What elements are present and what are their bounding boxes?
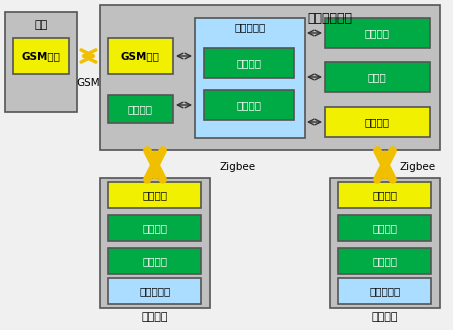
Bar bbox=[338, 182, 431, 208]
Text: 电源模块: 电源模块 bbox=[365, 28, 390, 38]
Bar bbox=[330, 178, 440, 308]
Text: 智能控制: 智能控制 bbox=[236, 100, 261, 110]
Bar bbox=[108, 38, 173, 74]
Bar bbox=[108, 182, 201, 208]
Bar bbox=[195, 18, 305, 138]
Bar bbox=[108, 95, 173, 123]
Text: 数据管理: 数据管理 bbox=[236, 58, 261, 68]
Bar bbox=[108, 278, 201, 304]
Bar bbox=[325, 62, 430, 92]
Text: 主控单片机: 主控单片机 bbox=[234, 22, 265, 32]
Bar bbox=[204, 48, 294, 78]
Text: Zigbee: Zigbee bbox=[400, 162, 436, 172]
Text: 从控单片机: 从控单片机 bbox=[140, 286, 171, 296]
Text: GSM: GSM bbox=[76, 78, 100, 88]
Text: 智能插座: 智能插座 bbox=[372, 312, 398, 322]
Bar bbox=[100, 5, 440, 150]
Bar bbox=[338, 278, 431, 304]
Bar bbox=[108, 248, 201, 274]
Bar bbox=[325, 18, 430, 48]
Text: GSM模块: GSM模块 bbox=[22, 51, 60, 61]
Bar bbox=[204, 90, 294, 120]
Bar bbox=[5, 12, 77, 112]
Text: GSM模块: GSM模块 bbox=[120, 51, 159, 61]
Text: 无线接口: 无线接口 bbox=[372, 190, 397, 200]
Text: 智能插座: 智能插座 bbox=[142, 312, 168, 322]
Bar bbox=[338, 248, 431, 274]
Text: 无线接口: 无线接口 bbox=[143, 190, 168, 200]
Text: 用电测量: 用电测量 bbox=[143, 223, 168, 233]
Bar bbox=[338, 215, 431, 241]
Text: Zigbee: Zigbee bbox=[220, 162, 256, 172]
Text: 用电测量: 用电测量 bbox=[372, 223, 397, 233]
Bar bbox=[100, 178, 210, 308]
Bar bbox=[325, 107, 430, 137]
Text: 温度测量: 温度测量 bbox=[372, 256, 397, 266]
Text: 手机: 手机 bbox=[34, 20, 48, 30]
Text: 语音提示: 语音提示 bbox=[127, 104, 153, 114]
Text: 无线接口: 无线接口 bbox=[365, 117, 390, 127]
Text: 触摸屏: 触摸屏 bbox=[368, 72, 386, 82]
Bar bbox=[13, 38, 69, 74]
Text: 从控单片机: 从控单片机 bbox=[369, 286, 400, 296]
Bar bbox=[108, 215, 201, 241]
Text: 智能显示终端: 智能显示终端 bbox=[308, 12, 352, 25]
Text: 温度测量: 温度测量 bbox=[143, 256, 168, 266]
